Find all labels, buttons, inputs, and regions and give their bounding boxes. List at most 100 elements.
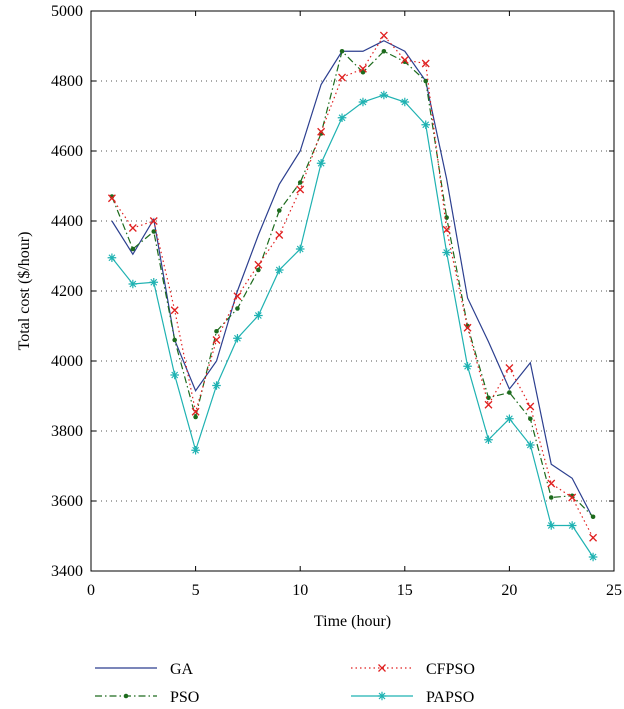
series-ga-line bbox=[111, 40, 594, 519]
series-pso-point bbox=[486, 395, 491, 401]
series-cfpso-point bbox=[505, 364, 514, 372]
y-tick-label: 4800 bbox=[51, 73, 83, 90]
axes: 0 5 10 15 20 25 3400 3600 3800 4000 4200 4400 4600 48… bbox=[51, 3, 622, 599]
series-cfpso-point bbox=[547, 479, 556, 488]
legend-marker-pso bbox=[123, 693, 129, 699]
series-papso-point bbox=[588, 552, 598, 562]
series-cfpso-point bbox=[170, 306, 179, 315]
series-pso-point bbox=[381, 48, 387, 54]
series-cfpso-point bbox=[484, 400, 493, 409]
legend-label-papso: PAPSO bbox=[426, 689, 474, 706]
y-tick-label: 3600 bbox=[51, 493, 83, 510]
series-cfpso-point bbox=[128, 224, 137, 232]
series-pso-point bbox=[256, 267, 261, 273]
series-cfpso-point bbox=[254, 260, 263, 269]
series-papso-point bbox=[421, 120, 431, 130]
series-pso-point bbox=[360, 69, 366, 75]
y-tick-label: 3800 bbox=[51, 423, 83, 440]
series-cfpso-point bbox=[400, 56, 409, 64]
series-pso-point bbox=[423, 78, 429, 84]
grid-lines bbox=[91, 80, 614, 502]
series-pso-point bbox=[528, 416, 533, 422]
series-lines bbox=[107, 31, 598, 562]
series-pso-point bbox=[590, 514, 596, 520]
y-tick-label: 5000 bbox=[51, 3, 83, 20]
series-cfpso-point bbox=[233, 292, 242, 301]
series-papso-point bbox=[274, 265, 284, 275]
series-papso-line bbox=[111, 94, 594, 558]
legend-item-papso: PAPSO bbox=[351, 689, 474, 706]
x-tick-label: 20 bbox=[501, 582, 517, 599]
series-ga bbox=[111, 40, 594, 519]
series-pso-point bbox=[214, 328, 219, 334]
series-cfpso-point bbox=[568, 493, 577, 502]
legend-item-ga: GA bbox=[95, 661, 194, 678]
legend-marker-cfpso bbox=[378, 664, 386, 672]
series-papso-point bbox=[505, 414, 514, 424]
series-cfpso-point bbox=[442, 225, 451, 234]
series-pso-point bbox=[235, 306, 240, 311]
x-tick-label: 10 bbox=[292, 582, 308, 599]
x-tick-label: 0 bbox=[87, 582, 95, 599]
series-pso-point bbox=[151, 229, 157, 234]
series-cfpso-point bbox=[149, 217, 158, 225]
series-cfpso bbox=[107, 31, 598, 542]
series-papso bbox=[107, 90, 598, 562]
y-tick-label: 4600 bbox=[51, 143, 83, 160]
series-papso-point bbox=[400, 97, 410, 107]
series-cfpso-point bbox=[191, 407, 200, 416]
series-pso-line bbox=[111, 50, 594, 518]
plot-frame bbox=[90, 10, 615, 572]
series-cfpso-point bbox=[296, 185, 305, 194]
series-cfpso-point bbox=[275, 231, 284, 239]
legend: GA PSO CFPSO PAPSO bbox=[95, 661, 475, 706]
series-papso-point bbox=[149, 277, 159, 287]
series-pso bbox=[109, 48, 596, 520]
legend-label-pso: PSO bbox=[170, 689, 199, 706]
series-papso-point bbox=[212, 381, 221, 390]
series-papso-point bbox=[463, 361, 472, 371]
series-pso-point bbox=[548, 495, 554, 500]
series-pso-point bbox=[130, 246, 136, 252]
legend-label-ga: GA bbox=[170, 661, 194, 678]
y-tick-label: 4400 bbox=[51, 213, 83, 230]
series-papso-point bbox=[128, 279, 138, 289]
series-cfpso-point bbox=[338, 73, 346, 82]
legend-label-cfpso: CFPSO bbox=[426, 661, 475, 678]
series-papso-point bbox=[191, 445, 200, 455]
x-tick-label: 25 bbox=[606, 582, 622, 599]
series-cfpso-point bbox=[212, 336, 221, 344]
legend-item-cfpso: CFPSO bbox=[351, 661, 475, 678]
series-cfpso-line bbox=[111, 34, 594, 539]
series-pso-point bbox=[507, 390, 512, 395]
x-axis-label: Time (hour) bbox=[314, 613, 391, 630]
series-pso-point bbox=[444, 215, 449, 220]
series-cfpso-point bbox=[463, 323, 472, 332]
y-tick-label: 3400 bbox=[51, 563, 83, 580]
series-papso-point bbox=[484, 435, 493, 445]
series-papso-point bbox=[107, 253, 117, 263]
series-pso-point bbox=[172, 337, 177, 343]
series-pso-point bbox=[297, 180, 303, 185]
legend-item-pso: PSO bbox=[95, 689, 199, 706]
y-tick-label: 4000 bbox=[51, 353, 83, 370]
x-tick-label: 15 bbox=[397, 582, 413, 599]
series-papso-point bbox=[254, 311, 263, 320]
legend-marker-papso bbox=[377, 691, 387, 701]
series-papso-point bbox=[295, 244, 305, 254]
series-papso-point bbox=[337, 113, 347, 123]
y-axis-label: Total cost ($/hour) bbox=[16, 232, 33, 351]
series-papso-point bbox=[567, 521, 577, 530]
x-tick-label: 5 bbox=[192, 582, 200, 599]
series-cfpso-point bbox=[317, 127, 326, 136]
series-papso-point bbox=[526, 440, 535, 450]
series-pso-point bbox=[193, 414, 198, 420]
series-papso-point bbox=[442, 248, 451, 257]
series-cfpso-point bbox=[359, 64, 367, 73]
series-papso-point bbox=[316, 158, 326, 168]
series-cfpso-point bbox=[379, 31, 388, 40]
series-papso-point bbox=[233, 333, 242, 343]
series-cfpso-point bbox=[526, 402, 535, 411]
y-tick-label: 4200 bbox=[51, 283, 83, 300]
